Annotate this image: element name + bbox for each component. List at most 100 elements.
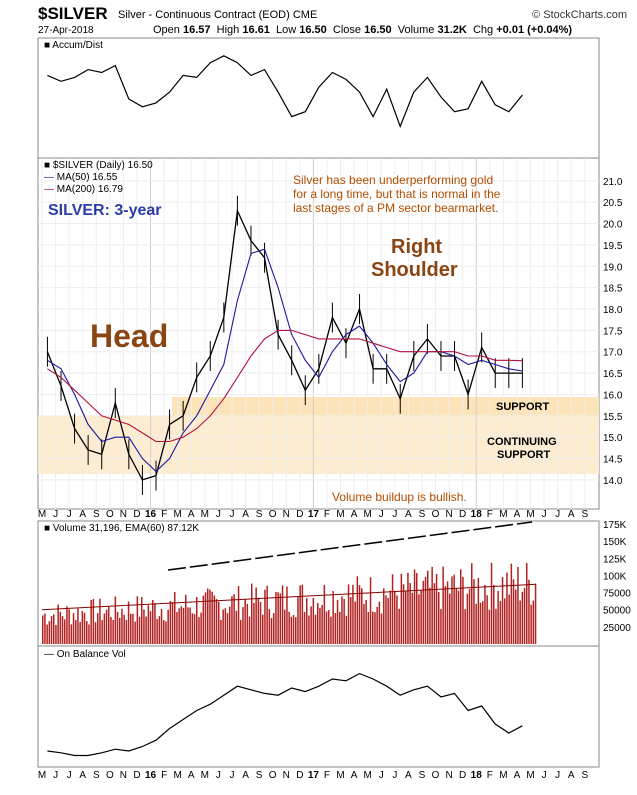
volume-bar — [435, 573, 438, 644]
x-tick-label: J — [542, 770, 547, 781]
volume-bar — [391, 574, 394, 644]
x-tick-label: S — [93, 509, 100, 520]
volume-bar — [156, 619, 158, 644]
volume-bar — [484, 584, 486, 644]
right-shoulder-line-2: Shoulder — [371, 259, 458, 281]
volume-bar — [165, 621, 167, 644]
volume-bar — [471, 563, 473, 644]
volume-bar — [134, 621, 136, 644]
volume-bar — [387, 597, 389, 644]
volume-bar — [299, 585, 301, 644]
x-tick-label: A — [405, 770, 412, 781]
accum-dist-line — [47, 55, 523, 129]
x-tick-label: M — [336, 770, 344, 781]
volume-bar — [196, 596, 198, 644]
accum-dist-path — [47, 55, 523, 129]
x-tick-label: D — [459, 770, 466, 781]
x-tick-label: A — [242, 770, 249, 781]
volume-bar — [310, 606, 312, 644]
volume-bar — [517, 567, 519, 644]
price-tick-label: 16.0 — [603, 390, 623, 401]
grid-lines — [38, 158, 599, 509]
volume-bar — [400, 573, 403, 644]
volume-bar — [136, 596, 139, 644]
ohlc-readout: Open 16.57 High 16.61 Low 16.50 Close 16… — [153, 24, 572, 36]
volume-bar — [72, 613, 75, 644]
volume-bar — [108, 605, 110, 644]
volume-label: Volume — [397, 24, 435, 36]
volume-bar — [64, 619, 66, 644]
volume-bar — [284, 609, 286, 644]
volume-bar — [189, 607, 191, 644]
volume-bar — [345, 615, 348, 644]
stockcharts-brand[interactable]: © StockCharts.com — [532, 9, 627, 21]
x-tick-label: S — [256, 770, 263, 781]
x-tick-label: 18 — [471, 509, 483, 520]
volume-bar — [464, 609, 466, 644]
price-tick-label: 14.5 — [603, 455, 623, 466]
volume-bar — [112, 620, 114, 644]
volume-bar — [273, 613, 275, 644]
volume-bar — [61, 616, 64, 644]
x-tick-label: A — [351, 509, 358, 520]
x-tick-label: F — [487, 509, 493, 520]
price-tick-label: 14.0 — [603, 476, 623, 487]
volume-bars — [41, 521, 537, 644]
x-tick-label: S — [93, 770, 100, 781]
x-tick-label: N — [120, 770, 127, 781]
volume-bar — [519, 600, 521, 644]
volume-bar — [512, 579, 515, 644]
volume-bar — [365, 600, 367, 644]
volume-bar — [361, 588, 363, 644]
x-tick-label: S — [256, 509, 263, 520]
volume-bar — [209, 589, 211, 644]
volume-bar — [427, 570, 429, 644]
volume-bar — [420, 590, 422, 644]
x-tick-label: 17 — [308, 509, 320, 520]
volume-bar — [42, 615, 44, 644]
volume-bar — [222, 609, 224, 644]
x-tick-label: S — [419, 509, 426, 520]
volume-bar — [207, 588, 209, 644]
volume-bar — [147, 605, 150, 644]
x-tick-label: M — [174, 509, 182, 520]
volume-bar — [312, 597, 315, 644]
volume-bar — [451, 576, 453, 644]
x-tick-label: D — [296, 509, 303, 520]
symbol-title: $SILVER — [38, 4, 108, 23]
low-value: 16.50 — [299, 24, 327, 36]
volume-bar — [462, 576, 464, 644]
volume-bar — [460, 569, 462, 644]
volume-bar — [259, 602, 262, 644]
volume-bar — [380, 613, 383, 644]
x-tick-label: F — [161, 770, 167, 781]
volume-bar — [77, 608, 79, 644]
ma200-legend: — MA(200) 16.79 — [44, 184, 123, 195]
volume-bar — [141, 597, 143, 644]
volume-bar — [389, 590, 392, 644]
volume-bar — [490, 562, 493, 644]
x-tick-label: J — [67, 509, 72, 520]
volume-bar — [246, 603, 249, 644]
head-annotation: Head — [90, 318, 168, 354]
x-tick-label: 18 — [471, 770, 483, 781]
x-tick-label: O — [106, 770, 114, 781]
x-tick-label: D — [459, 509, 466, 520]
volume-bar — [486, 595, 488, 644]
volume-bar — [411, 592, 414, 644]
x-tick-label: J — [216, 770, 221, 781]
volume-bar — [429, 587, 431, 644]
x-tick-label: A — [242, 509, 249, 520]
chart-date: 27-Apr-2018 — [38, 25, 94, 36]
volume-bar — [493, 584, 495, 644]
volume-bar — [332, 591, 334, 644]
volume-bar — [424, 576, 427, 644]
volume-bar — [193, 613, 196, 644]
symbol-description: Silver - Continuous Contract (EOD) CME — [118, 9, 318, 21]
volume-bar — [416, 573, 418, 644]
volume-bar — [92, 598, 95, 644]
volume-bar — [314, 614, 317, 644]
x-axis-ticks: MMJJJJAASSOONNDD1616FFMMAAMMJJJJAASSOONN… — [38, 509, 589, 781]
volume-bar — [57, 604, 59, 644]
